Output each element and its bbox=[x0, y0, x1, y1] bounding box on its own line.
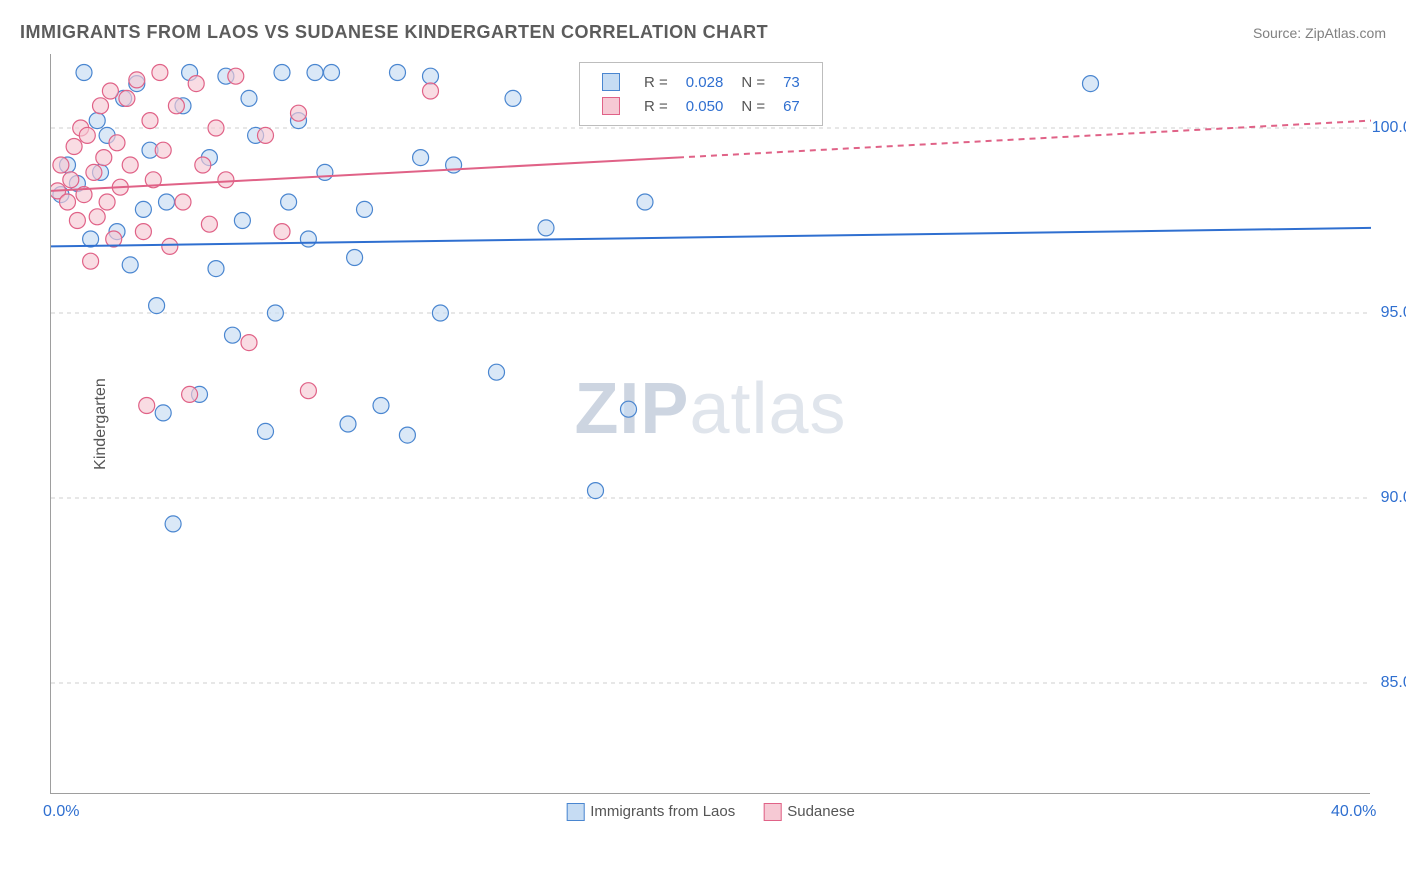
y-axis-label: Kindergarten bbox=[92, 378, 110, 470]
plot-svg bbox=[51, 54, 1371, 794]
y-tick-label: 100.0% bbox=[1372, 119, 1406, 137]
source-label: Source: ZipAtlas.com bbox=[1253, 25, 1386, 41]
stats-legend: R =0.028N =73R =0.050N =67 bbox=[579, 62, 823, 126]
legend-item: Immigrants from Laos bbox=[566, 803, 735, 821]
series-legend: Immigrants from Laos Sudanese bbox=[566, 803, 855, 821]
plot-area: ZIPatlas Kindergarten R =0.028N =73R =0.… bbox=[50, 54, 1370, 794]
y-tick-label: 95.0% bbox=[1381, 304, 1406, 322]
x-tick-label: 40.0% bbox=[1331, 803, 1376, 821]
legend-item: Sudanese bbox=[763, 803, 855, 821]
chart-title: IMMIGRANTS FROM LAOS VS SUDANESE KINDERG… bbox=[20, 22, 768, 43]
y-tick-label: 85.0% bbox=[1381, 674, 1406, 692]
y-tick-label: 90.0% bbox=[1381, 489, 1406, 507]
legend-stat-row: R =0.028N =73 bbox=[594, 71, 808, 93]
x-tick-label: 0.0% bbox=[43, 803, 79, 821]
legend-stat-row: R =0.050N =67 bbox=[594, 95, 808, 117]
